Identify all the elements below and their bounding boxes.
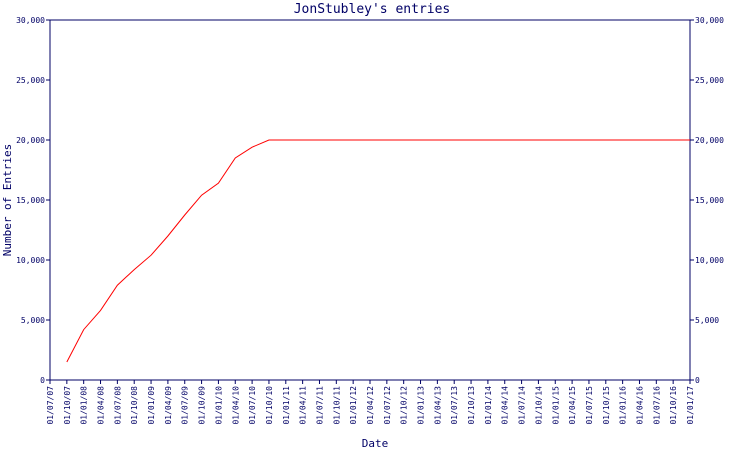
chart-title: JonStubley's entries xyxy=(294,2,451,17)
plot-frame xyxy=(49,19,691,381)
x-tick-label: 01/04/15 xyxy=(568,386,577,425)
x-tick-label: 01/07/14 xyxy=(518,386,527,425)
x-axis-label: Date xyxy=(362,437,389,450)
y2-tick-label: 15,000 xyxy=(695,196,724,205)
x-tick-label: 01/07/10 xyxy=(248,386,257,425)
x-tick-label: 01/07/13 xyxy=(450,386,459,425)
x-tick-label: 01/01/14 xyxy=(484,386,493,425)
x-tick-label: 01/10/09 xyxy=(198,386,207,425)
x-tick-label: 01/10/14 xyxy=(534,386,543,425)
x-tick-label: 01/07/11 xyxy=(315,386,324,425)
y-tick-label: 15,000 xyxy=(16,196,45,205)
y-tick-label: 25,000 xyxy=(16,76,45,85)
x-tick-label: 01/07/15 xyxy=(585,386,594,425)
x-tick-label: 01/10/16 xyxy=(669,386,678,425)
x-tick-label: 01/07/09 xyxy=(181,386,190,425)
y-axis-label: Number of Entries xyxy=(1,144,14,257)
x-tick-label: 01/10/15 xyxy=(602,386,611,425)
data-line xyxy=(66,139,690,363)
x-tick-label: 01/01/08 xyxy=(80,386,89,425)
x-tick-label: 01/10/13 xyxy=(467,386,476,425)
x-tick-label: 01/01/09 xyxy=(147,386,156,425)
y2-tick-label: 20,000 xyxy=(695,136,724,145)
x-tick-label: 01/04/13 xyxy=(433,386,442,425)
x-tick-label: 01/01/17 xyxy=(686,386,695,425)
y-tick-label: 5,000 xyxy=(21,316,45,325)
y-tick-label: 0 xyxy=(40,376,45,385)
y-tick-label: 10,000 xyxy=(16,256,45,265)
x-tick-label: 01/01/13 xyxy=(417,386,426,425)
y2-tick-label: 0 xyxy=(695,376,700,385)
x-tick-label: 01/07/16 xyxy=(652,386,661,425)
x-tick-label: 01/01/16 xyxy=(619,386,628,425)
x-tick-label: 01/04/12 xyxy=(366,386,375,425)
x-tick-label: 01/04/08 xyxy=(97,386,106,425)
x-tick-label: 01/04/14 xyxy=(501,386,510,425)
x-tick-label: 01/10/12 xyxy=(400,386,409,425)
x-tick-label: 01/01/15 xyxy=(551,386,560,425)
x-tick-label: 01/07/07 xyxy=(46,386,55,425)
x-tick-label: 01/04/11 xyxy=(299,386,308,425)
x-tick-label: 01/10/08 xyxy=(130,386,139,425)
x-tick-label: 01/07/12 xyxy=(383,386,392,425)
x-tick-label: 01/04/09 xyxy=(164,386,173,425)
x-tick-label: 01/04/10 xyxy=(231,386,240,425)
x-tick-label: 01/10/07 xyxy=(63,386,72,425)
y2-tick-label: 25,000 xyxy=(695,76,724,85)
x-tick-label: 01/01/12 xyxy=(349,386,358,425)
y-tick-label: 20,000 xyxy=(16,136,45,145)
y-tick-label: 30,000 xyxy=(16,16,45,25)
x-tick-label: 01/01/10 xyxy=(214,386,223,425)
x-tick-label: 01/01/11 xyxy=(282,386,291,425)
x-tick-label: 01/04/16 xyxy=(635,386,644,425)
x-tick-label: 01/07/08 xyxy=(113,386,122,425)
y2-tick-label: 5,000 xyxy=(695,316,719,325)
y2-tick-label: 10,000 xyxy=(695,256,724,265)
x-tick-label: 01/10/10 xyxy=(265,386,274,425)
x-tick-label: 01/10/11 xyxy=(332,386,341,425)
y2-tick-label: 30,000 xyxy=(695,16,724,25)
